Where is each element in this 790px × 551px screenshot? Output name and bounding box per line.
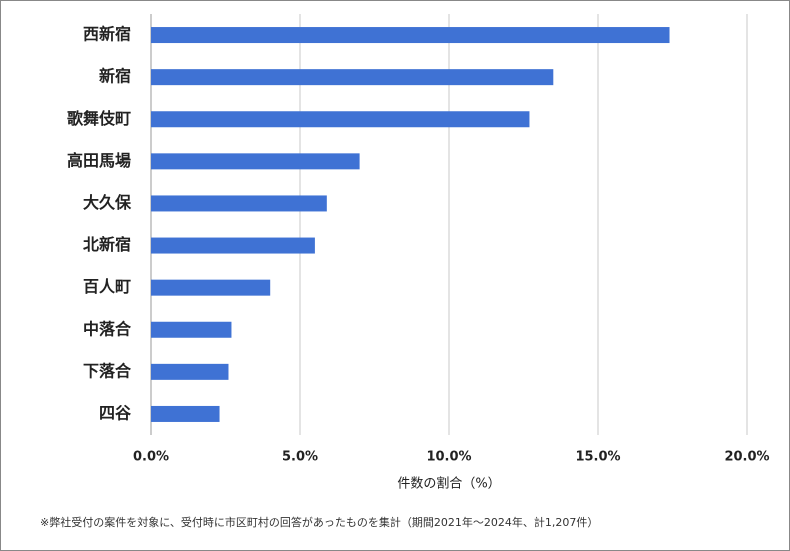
bar <box>151 27 670 44</box>
y-tick-label: 大久保 <box>83 193 132 212</box>
x-tick-label: 10.0% <box>426 450 471 465</box>
y-tick-label: 百人町 <box>83 277 131 296</box>
y-tick-label: 北新宿 <box>83 235 131 254</box>
bar <box>151 363 229 380</box>
x-tick-label: 0.0% <box>133 450 169 465</box>
x-tick-label: 20.0% <box>724 450 769 465</box>
bar <box>151 279 271 296</box>
bar <box>151 237 315 254</box>
bar <box>151 69 554 86</box>
y-tick-label: 四谷 <box>99 403 132 422</box>
bar <box>151 195 327 212</box>
y-tick-label: 高田馬場 <box>67 151 131 170</box>
bar <box>151 405 220 422</box>
bar <box>151 321 232 338</box>
y-tick-label: 歌舞伎町 <box>67 109 131 128</box>
bar <box>151 111 530 128</box>
y-tick-label: 中落合 <box>83 319 132 338</box>
bar <box>151 153 360 170</box>
y-tick-label: 下落合 <box>83 361 132 380</box>
y-tick-label: 西新宿 <box>83 25 131 44</box>
y-tick-label: 新宿 <box>99 67 131 86</box>
x-tick-label: 5.0% <box>282 450 318 465</box>
x-axis-label: 件数の割合（%） <box>397 476 500 492</box>
x-tick-label: 15.0% <box>575 450 620 465</box>
footnote: ※弊社受付の案件を対象に、受付時に市区町村の回答があったものを集計（期間2021… <box>40 515 598 529</box>
